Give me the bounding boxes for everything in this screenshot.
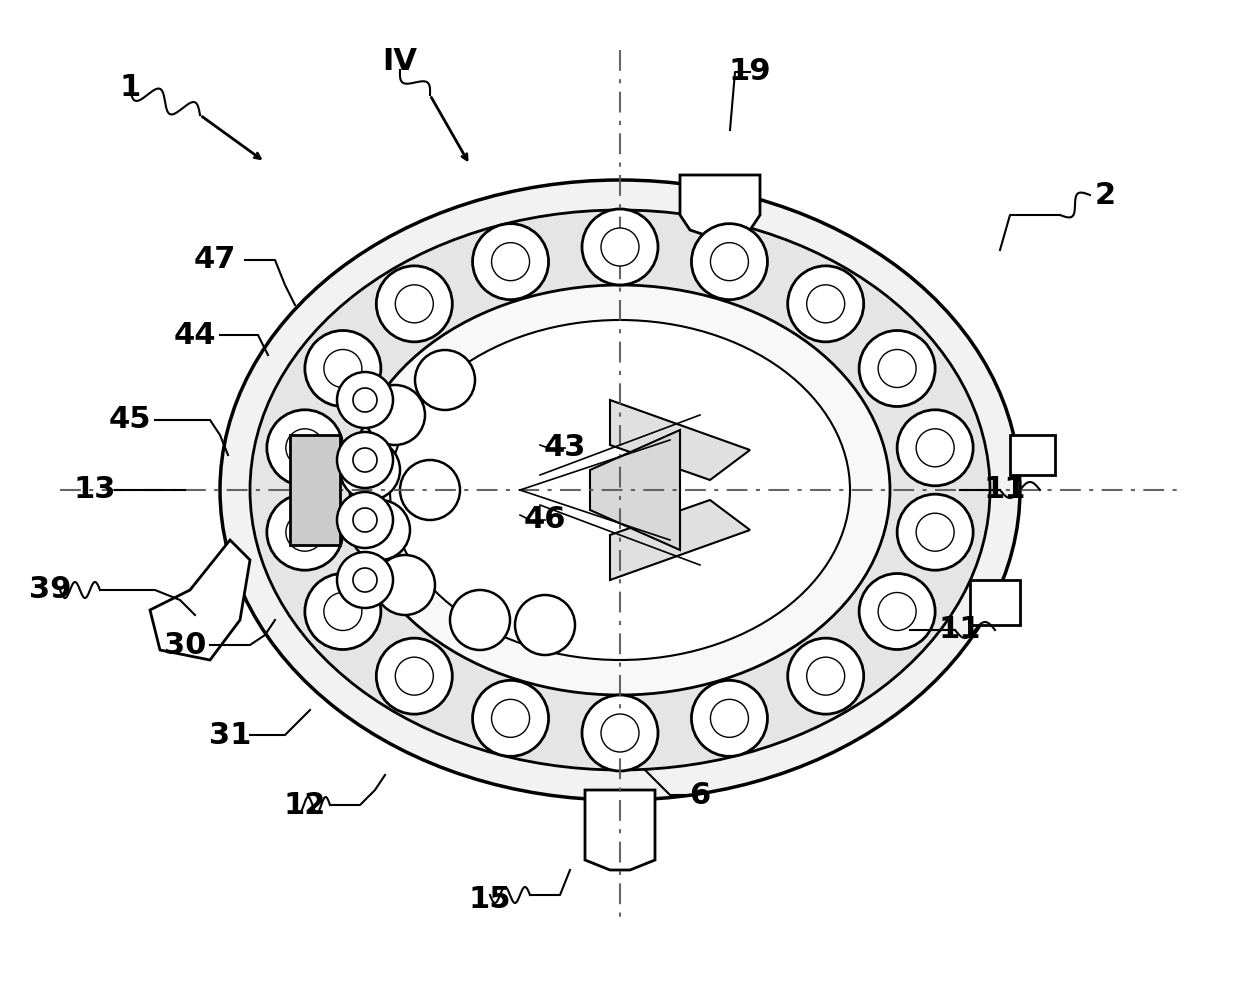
Circle shape <box>601 714 639 752</box>
Circle shape <box>711 242 749 281</box>
Circle shape <box>396 284 433 323</box>
Circle shape <box>324 593 362 631</box>
Circle shape <box>491 699 529 738</box>
Ellipse shape <box>219 180 1021 800</box>
Text: 2: 2 <box>1095 181 1116 210</box>
Ellipse shape <box>350 285 890 695</box>
Circle shape <box>787 266 864 341</box>
Text: 19: 19 <box>729 58 771 86</box>
Circle shape <box>878 349 916 387</box>
Ellipse shape <box>250 210 990 770</box>
Circle shape <box>415 350 475 410</box>
Polygon shape <box>150 540 250 660</box>
Text: 6: 6 <box>689 781 711 809</box>
Polygon shape <box>590 430 680 550</box>
Circle shape <box>472 224 548 299</box>
Circle shape <box>337 492 393 548</box>
Circle shape <box>692 224 768 299</box>
Circle shape <box>286 429 324 467</box>
Text: 15: 15 <box>469 886 511 914</box>
Circle shape <box>582 695 658 771</box>
Circle shape <box>878 593 916 631</box>
Text: 43: 43 <box>544 434 587 462</box>
Circle shape <box>267 494 343 570</box>
Text: 45: 45 <box>109 405 151 435</box>
Polygon shape <box>585 790 655 870</box>
Text: 46: 46 <box>523 505 567 535</box>
Polygon shape <box>610 500 750 580</box>
Circle shape <box>450 590 510 650</box>
Circle shape <box>376 639 453 714</box>
Circle shape <box>787 639 864 714</box>
Circle shape <box>324 349 362 387</box>
Text: 30: 30 <box>164 631 206 659</box>
Circle shape <box>807 657 844 696</box>
Circle shape <box>340 440 401 500</box>
Circle shape <box>305 331 381 406</box>
Circle shape <box>711 699 749 738</box>
Circle shape <box>365 385 425 445</box>
Circle shape <box>916 513 954 551</box>
Text: 39: 39 <box>29 576 71 604</box>
Polygon shape <box>680 175 760 240</box>
Circle shape <box>859 574 935 649</box>
Circle shape <box>897 494 973 570</box>
Circle shape <box>353 448 377 472</box>
Polygon shape <box>970 580 1021 625</box>
Circle shape <box>692 681 768 756</box>
Text: 13: 13 <box>74 476 117 504</box>
Circle shape <box>807 284 844 323</box>
Text: 11: 11 <box>983 476 1027 504</box>
Circle shape <box>401 460 460 520</box>
Ellipse shape <box>391 320 849 660</box>
Circle shape <box>376 266 453 341</box>
Circle shape <box>337 552 393 608</box>
Circle shape <box>337 372 393 428</box>
Circle shape <box>286 513 324 551</box>
Text: 47: 47 <box>193 245 236 275</box>
Polygon shape <box>1011 435 1055 475</box>
Circle shape <box>374 555 435 615</box>
Circle shape <box>491 242 529 281</box>
Circle shape <box>582 209 658 285</box>
Circle shape <box>601 228 639 266</box>
Text: 44: 44 <box>174 321 216 349</box>
Circle shape <box>267 410 343 486</box>
Circle shape <box>353 508 377 532</box>
Text: 1: 1 <box>119 74 140 102</box>
Text: 31: 31 <box>208 720 252 749</box>
Circle shape <box>350 500 410 560</box>
Circle shape <box>337 432 393 488</box>
Circle shape <box>305 574 381 649</box>
Polygon shape <box>610 400 750 480</box>
Circle shape <box>916 429 954 467</box>
Circle shape <box>515 595 575 655</box>
Circle shape <box>859 331 935 406</box>
Text: 12: 12 <box>284 791 326 819</box>
Polygon shape <box>290 435 340 545</box>
Circle shape <box>353 568 377 592</box>
Text: IV: IV <box>382 47 418 77</box>
Text: 11: 11 <box>939 615 981 645</box>
Circle shape <box>472 681 548 756</box>
Circle shape <box>353 388 377 412</box>
Circle shape <box>396 657 433 696</box>
Circle shape <box>897 410 973 486</box>
